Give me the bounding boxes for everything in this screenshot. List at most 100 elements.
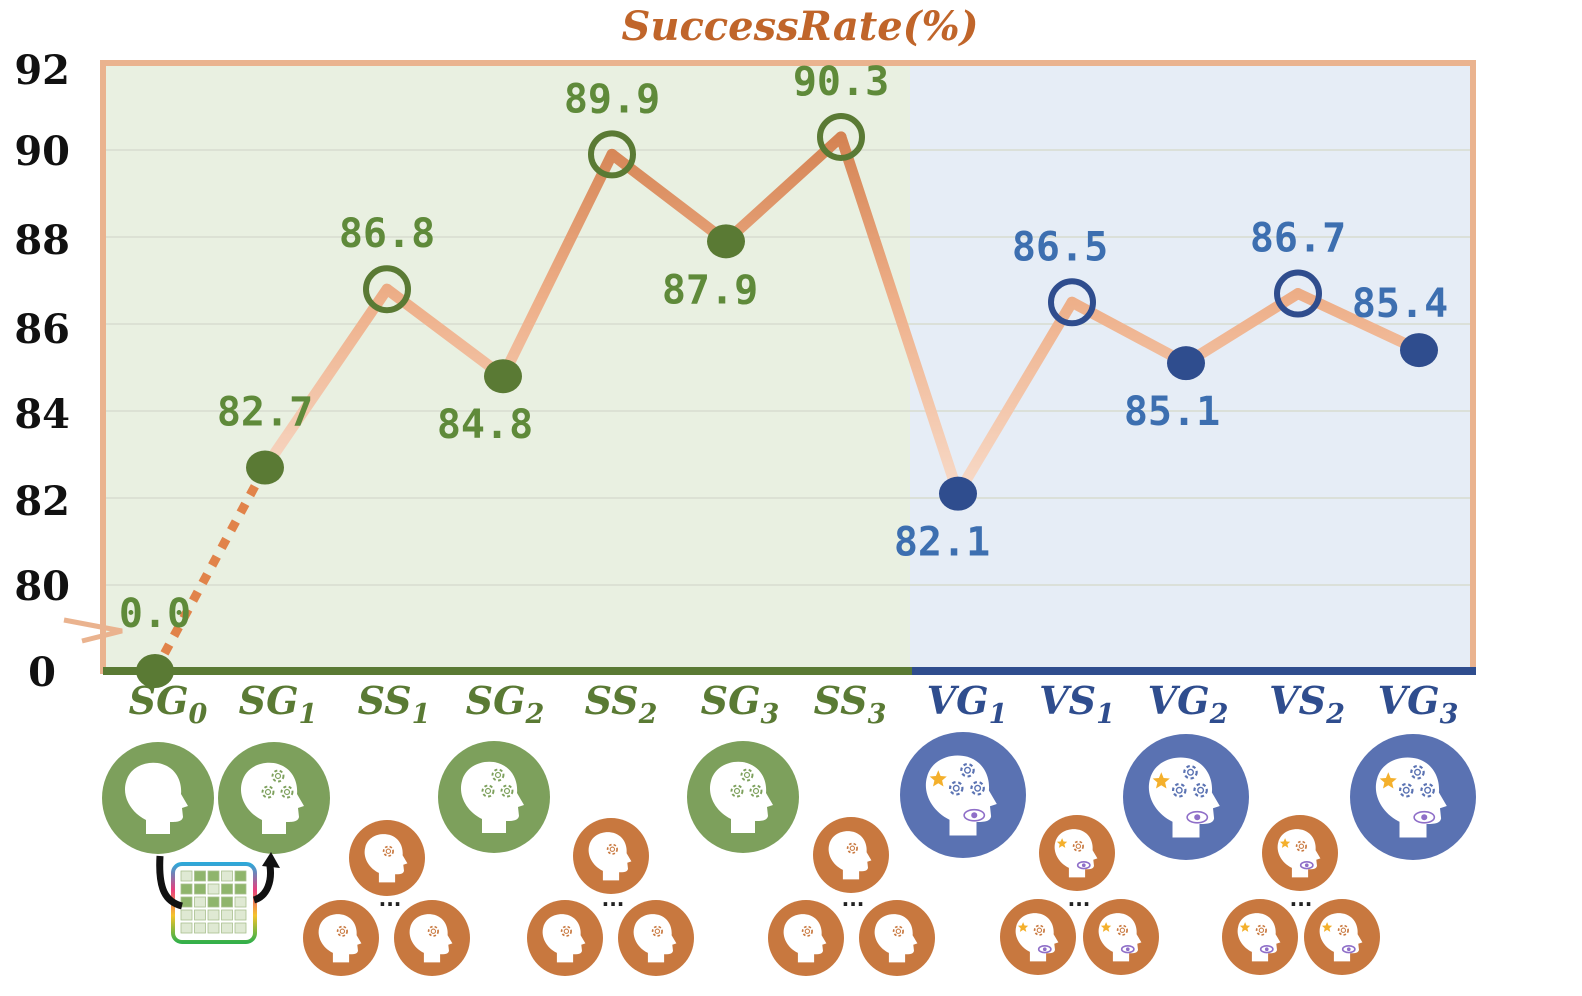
- head-silhouette: [1098, 913, 1142, 962]
- head-icon: [1222, 899, 1298, 975]
- value-label: 87.9: [662, 267, 758, 313]
- gear-icon: [1398, 782, 1414, 798]
- value-label: 86.7: [1250, 216, 1346, 262]
- gear-icon: [1255, 924, 1267, 936]
- gear-icon: [500, 784, 514, 798]
- head-icon: [1304, 899, 1380, 975]
- ellipsis: ...: [602, 887, 625, 911]
- gear-icon: [970, 780, 985, 796]
- gear-icon: [960, 762, 975, 778]
- value-label: 86.8: [339, 211, 435, 257]
- value-label: 89.9: [564, 76, 660, 122]
- value-label: 85.1: [1124, 389, 1220, 435]
- grid-matrix-icon: [156, 852, 280, 944]
- head-icon: [1039, 815, 1115, 891]
- data-point-ring: [588, 130, 636, 179]
- x-tick-label: SS1: [358, 678, 431, 730]
- head-icon: [1123, 734, 1249, 860]
- arrow-out: [252, 865, 274, 904]
- head-icon: [349, 820, 425, 896]
- gear-icon: [1183, 764, 1198, 780]
- ellipsis: ...: [1290, 887, 1313, 911]
- head-silhouette: [1054, 829, 1098, 878]
- y-tick: 92: [14, 47, 70, 94]
- gear-icon: [749, 784, 763, 798]
- star-icon: [929, 770, 947, 787]
- x-tick-label: VG1: [927, 678, 1008, 730]
- value-label: 90.3: [793, 59, 889, 105]
- head-silhouette: [874, 914, 918, 963]
- gear-icon: [560, 925, 572, 937]
- gear-icon: [336, 925, 348, 937]
- head-icon: [573, 818, 649, 894]
- head-silhouette: [240, 762, 304, 834]
- stage-icons: ...............: [102, 732, 1476, 976]
- ellipsis: ...: [379, 887, 402, 911]
- x-tick-label: VS2: [1269, 678, 1345, 730]
- gear-icon: [491, 768, 505, 782]
- head-icon: [900, 732, 1026, 858]
- gear-icon: [606, 843, 618, 855]
- series-segment: [497, 148, 618, 382]
- head-silhouette: [1375, 757, 1447, 838]
- data-point: [246, 450, 284, 485]
- gear-icon: [846, 842, 858, 854]
- y-tick: 88: [14, 217, 70, 264]
- ellipsis: ...: [842, 887, 865, 911]
- data-point-ring: [1274, 269, 1322, 318]
- head-silhouette: [588, 832, 632, 881]
- value-label: 84.8: [437, 402, 533, 448]
- gear-icon: [1171, 782, 1187, 798]
- head-silhouette: [1015, 913, 1059, 962]
- gear-icon: [740, 768, 754, 782]
- data-point: [1167, 346, 1205, 381]
- eye-icon: [1413, 810, 1436, 824]
- head-icon: [687, 741, 799, 853]
- data-point-ring: [1048, 278, 1096, 327]
- eye-icon: [1186, 810, 1209, 824]
- x-tick-label: SS2: [585, 678, 658, 730]
- head-icon: [768, 900, 844, 976]
- series-segment: [259, 283, 393, 474]
- x-tick-label: SG3: [701, 678, 780, 730]
- head-silhouette: [460, 761, 524, 833]
- head-silhouette: [1319, 913, 1363, 962]
- gear-icon: [280, 785, 294, 799]
- value-label: 82.7: [217, 390, 313, 436]
- data-point: [707, 224, 745, 259]
- head-silhouette: [124, 762, 188, 834]
- head-silhouette: [709, 761, 773, 833]
- star-icon: [1321, 922, 1333, 932]
- star-icon: [1152, 772, 1170, 789]
- value-labels: 0.0 82.7 86.8 84.8 89.9 87.9 90.3 82.1 86.5 85.1 8…: [119, 59, 1448, 637]
- head-icon: [1262, 815, 1338, 891]
- gear-icon: [948, 780, 964, 796]
- eye-icon: [1037, 945, 1052, 954]
- gear-icon: [1116, 924, 1128, 936]
- star-icon: [1017, 922, 1029, 932]
- gear-icon: [651, 925, 663, 937]
- y-tick: 90: [14, 128, 70, 175]
- x-tick-label: VG3: [1378, 678, 1459, 730]
- star-icon: [1239, 922, 1251, 932]
- value-label: 86.5: [1012, 224, 1108, 270]
- series-lines: [151, 131, 1425, 674]
- series-points: [136, 112, 1438, 688]
- value-label: 82.1: [894, 520, 990, 566]
- data-point: [136, 654, 174, 688]
- gear-icon: [481, 784, 495, 798]
- head-icon: [394, 900, 470, 976]
- x-tick-label: SG0: [129, 678, 208, 730]
- star-icon: [1379, 772, 1397, 789]
- y-tick: 0: [28, 649, 56, 696]
- axis-break-mark: [63, 617, 123, 644]
- data-point: [1400, 333, 1438, 368]
- head-silhouette: [409, 914, 453, 963]
- x-tick-label: VS1: [1039, 678, 1115, 730]
- y-tick: 86: [14, 306, 70, 353]
- gear-icon: [892, 925, 904, 937]
- head-icon: [1350, 734, 1476, 860]
- arrow-in: [156, 855, 184, 910]
- head-icon: [1083, 899, 1159, 975]
